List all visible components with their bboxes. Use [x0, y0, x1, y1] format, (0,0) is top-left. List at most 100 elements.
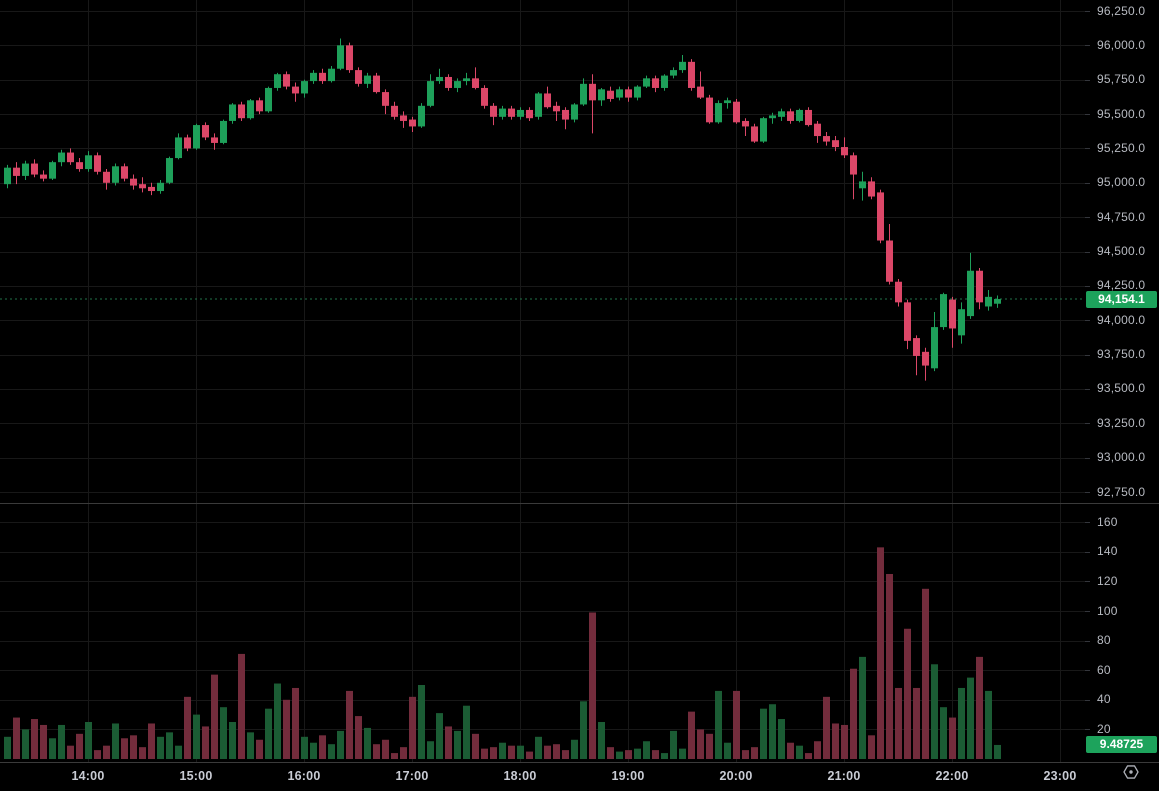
candle-body: [607, 90, 614, 99]
candle-body: [427, 81, 434, 106]
candle-body: [814, 123, 821, 137]
volume-bar: [193, 714, 200, 759]
price-tick-label: 92,750.0: [1097, 484, 1146, 499]
candle-body: [184, 137, 191, 149]
candle-body: [211, 137, 218, 143]
price-tick-label: 95,250.0: [1097, 140, 1146, 155]
candle-body: [895, 281, 902, 303]
candle-body: [373, 75, 380, 93]
candle-body: [571, 104, 578, 120]
candle-body: [67, 152, 74, 163]
volume-bar: [445, 726, 452, 759]
volume-bar: [940, 707, 947, 759]
candle-body: [706, 97, 713, 123]
candle-body: [76, 162, 83, 170]
volume-bar: [319, 735, 326, 759]
gear-icon: [1123, 765, 1139, 779]
volume-bar: [706, 733, 713, 759]
volume-bar: [382, 739, 389, 759]
candle-body: [499, 108, 506, 117]
time-tick-label: 23:00: [1043, 769, 1077, 783]
volume-bar: [535, 736, 542, 759]
candle-body: [292, 86, 299, 94]
candle-body: [40, 174, 47, 179]
volume-bar: [22, 729, 29, 759]
volume-bar: [517, 745, 524, 759]
candle-body: [265, 87, 272, 112]
candle-body: [238, 104, 245, 119]
candle-body: [436, 76, 443, 82]
volume-bar: [355, 716, 362, 759]
volume-bar: [283, 699, 290, 759]
volume-tick-label: 120: [1097, 573, 1118, 588]
candle-body: [364, 75, 371, 84]
volume-bar: [409, 696, 416, 759]
volume-bar: [661, 753, 668, 759]
volume-bar: [715, 690, 722, 759]
volume-bar: [652, 750, 659, 759]
candle-body: [94, 155, 101, 172]
price-axis[interactable]: 96,250.0 96,000.0 95,750.0 95,500.0 95,250.0…: [1085, 0, 1159, 762]
candle-body: [346, 45, 353, 71]
volume-bar: [256, 739, 263, 759]
volume-bar: [760, 708, 767, 759]
candle-body: [58, 152, 65, 163]
candle-body: [985, 296, 992, 307]
candle-body: [220, 120, 227, 143]
candle-body: [967, 270, 974, 317]
volume-bar: [886, 574, 893, 759]
candle-body: [877, 192, 884, 241]
candle-body: [742, 120, 749, 127]
volume-bar: [274, 683, 281, 759]
candle-body: [103, 171, 110, 183]
candle-body: [409, 119, 416, 127]
candle-body: [922, 351, 929, 366]
volume-bar: [103, 745, 110, 759]
candle-body: [85, 155, 92, 170]
volume-bar: [301, 736, 308, 759]
volume-bar: [94, 750, 101, 759]
volume-bar: [499, 742, 506, 759]
volume-bar: [463, 705, 470, 759]
volume-bar: [868, 735, 875, 759]
volume-bar: [769, 704, 776, 759]
volume-bar: [247, 732, 254, 759]
volume-bar: [877, 547, 884, 759]
candle-body: [112, 166, 119, 183]
candle-body: [823, 136, 830, 142]
volume-bar: [580, 701, 587, 759]
candle-body: [679, 61, 686, 71]
last-price-label: 94,154.1: [1086, 290, 1157, 308]
candle-body: [463, 78, 470, 82]
volume-bar: [373, 744, 380, 759]
volume-bar: [148, 723, 155, 759]
volume-bar: [211, 674, 218, 759]
candle-body: [733, 101, 740, 123]
candle-body: [337, 45, 344, 69]
volume-bar: [238, 653, 245, 759]
candle-body: [940, 294, 947, 328]
candle-body: [139, 184, 146, 189]
candle-body: [958, 309, 965, 336]
volume-bar: [481, 748, 488, 759]
candle-body: [22, 163, 29, 176]
volume-bar: [76, 733, 83, 759]
volume-bar: [157, 736, 164, 759]
time-tick-label: 17:00: [395, 769, 429, 783]
time-tick-label: 21:00: [827, 769, 861, 783]
candle-body: [949, 299, 956, 329]
time-axis[interactable]: 14:00 15:00 16:00 17:00 18:00 19:00 20:00 21:00…: [0, 762, 1159, 791]
candle-body: [328, 68, 335, 82]
candle-body: [616, 89, 623, 98]
volume-bar: [85, 722, 92, 759]
volume-bar: [229, 722, 236, 759]
time-axis-settings-gear-icon[interactable]: [1119, 760, 1143, 784]
volume-bar: [724, 742, 731, 759]
candle-body: [778, 111, 785, 117]
candle-body: [562, 109, 569, 120]
volume-bar: [571, 739, 578, 759]
candle-body: [400, 115, 407, 121]
volume-bar: [337, 730, 344, 759]
candle-body: [994, 299, 1001, 304]
